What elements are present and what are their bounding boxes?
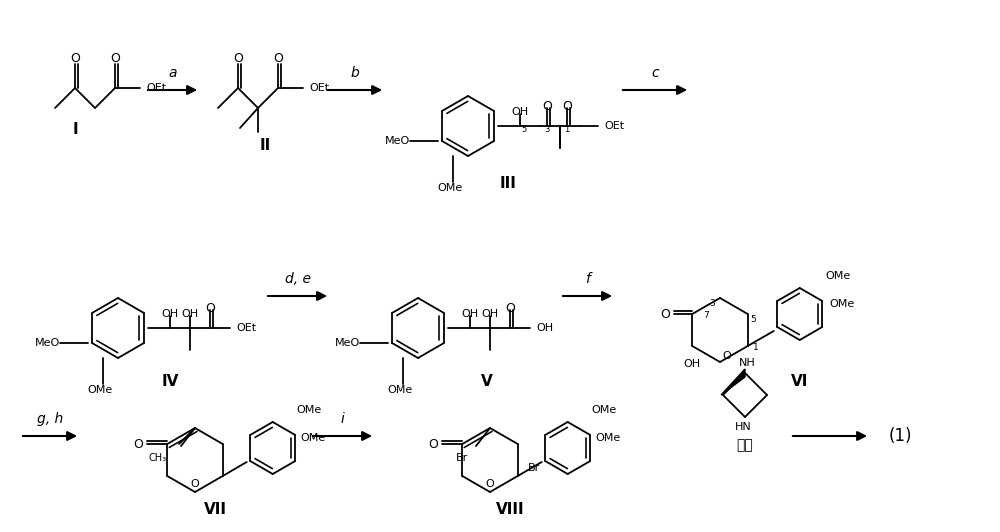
Text: O: O [110,52,120,64]
Text: OMe: OMe [297,405,322,415]
Text: OH: OH [481,309,499,319]
Text: O: O [205,302,215,314]
Text: OH: OH [461,309,479,319]
Text: CH₃: CH₃ [149,453,167,463]
Text: OEt: OEt [236,323,256,333]
Text: V: V [481,375,493,389]
Text: IV: IV [161,375,179,389]
Text: OMe: OMe [437,183,463,193]
Text: c: c [651,66,659,80]
Text: OMe: OMe [87,385,113,395]
Text: HN: HN [735,422,751,432]
Text: OH: OH [161,309,179,319]
Text: O: O [562,99,572,112]
Text: 1: 1 [564,126,570,135]
Text: Br: Br [456,453,468,463]
Text: 7: 7 [703,312,709,320]
Text: VI: VI [791,375,809,389]
Text: O: O [428,437,438,451]
Text: MeO: MeO [35,338,60,348]
Text: O: O [133,437,143,451]
Text: O: O [486,479,494,489]
Text: OMe: OMe [387,385,413,395]
Text: OEt: OEt [309,83,329,93]
Text: 5: 5 [521,126,527,135]
Text: Br: Br [527,463,540,473]
Text: 乙腈: 乙腈 [737,438,753,452]
Text: O: O [70,52,80,64]
Text: MeO: MeO [385,136,410,146]
Text: 3: 3 [544,126,550,135]
Text: b: b [351,66,359,80]
Text: OH: OH [536,323,553,333]
Text: 1: 1 [753,344,758,353]
Text: NH: NH [739,358,755,368]
Text: O: O [722,351,731,361]
Text: I: I [72,122,78,137]
Text: MeO: MeO [335,338,360,348]
Text: 5: 5 [750,314,756,323]
Text: i: i [340,412,344,426]
Text: OMe: OMe [301,433,326,443]
Text: OH: OH [511,107,529,117]
Text: II: II [259,138,271,154]
Text: g, h: g, h [37,412,63,426]
Text: OMe: OMe [830,299,855,309]
Text: O: O [660,307,670,320]
Text: OMe: OMe [596,433,621,443]
Text: f: f [586,272,590,286]
Text: OEt: OEt [146,83,166,93]
Text: O: O [233,52,243,64]
Text: a: a [168,66,177,80]
Text: O: O [191,479,199,489]
Text: d, e: d, e [285,272,311,286]
Text: O: O [542,99,552,112]
Text: OMe: OMe [592,405,617,415]
Polygon shape [721,369,745,395]
Text: OH: OH [684,359,701,369]
Text: OEt: OEt [604,121,624,131]
Text: O: O [273,52,283,64]
Text: OMe: OMe [826,271,851,281]
Text: VII: VII [204,503,226,518]
Text: 3: 3 [709,298,715,307]
Text: III: III [500,176,516,190]
Text: VIII: VIII [496,503,524,518]
Text: O: O [505,302,515,314]
Text: OH: OH [181,309,199,319]
Text: (1): (1) [888,427,912,445]
